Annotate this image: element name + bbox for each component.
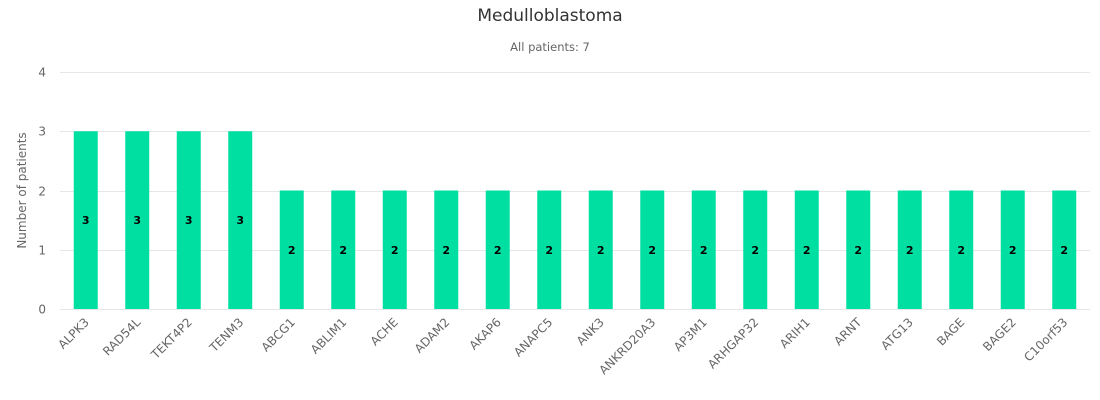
x-tick-label: BAGE [934,315,967,348]
x-tick-label: TENM3 [206,315,246,355]
data-label: 2 [545,244,553,257]
y-tick-label: 1 [38,244,46,258]
bar[interactable] [73,131,98,309]
data-label: 2 [803,244,811,257]
data-label: 2 [339,244,347,257]
y-tick-label: 3 [38,125,46,139]
data-label: 3 [133,214,141,227]
data-label: 2 [288,244,296,257]
x-tick-label: ABLIM1 [308,315,349,356]
data-label: 2 [597,244,605,257]
x-tick-label: RAD54L [100,315,144,359]
bar[interactable] [897,190,922,310]
y-tick-label: 4 [38,66,46,80]
chart-title: Medulloblastoma [477,6,623,26]
data-label: 2 [391,244,399,257]
bar[interactable] [228,131,253,309]
x-tick-label: TEKT4P2 [148,315,195,362]
bar[interactable] [382,190,407,310]
x-tick-label: ADAM2 [412,315,453,356]
bar[interactable] [588,190,613,310]
y-axis-title: Number of patients [15,132,29,248]
bar[interactable] [485,190,510,310]
bar[interactable] [846,190,871,310]
x-tick-label: ANAPC5 [511,315,555,359]
bar[interactable] [331,190,356,310]
data-label: 2 [442,244,450,257]
x-tick-label: C10orf53 [1021,315,1070,364]
bar[interactable] [537,190,562,310]
bar[interactable] [1000,190,1025,310]
data-label: 3 [236,214,244,227]
bar[interactable] [279,190,304,310]
bar[interactable] [743,190,768,310]
data-label: 2 [854,244,862,257]
x-tick-label: ATG13 [878,315,916,353]
bar[interactable] [1052,190,1077,310]
data-label: 2 [906,244,914,257]
bar[interactable] [640,190,665,310]
y-tick-label: 2 [38,185,46,199]
bar[interactable] [125,131,150,309]
data-label: 3 [185,214,193,227]
bar[interactable] [794,190,819,310]
data-label: 2 [494,244,502,257]
x-tick-label: ALPK3 [55,315,92,352]
x-tick-label: ACHE [368,315,401,348]
bar[interactable] [176,131,201,309]
data-label: 2 [1060,244,1068,257]
y-tick-label: 0 [38,303,46,317]
x-tick-label: ARIH1 [777,315,813,351]
bar[interactable] [691,190,716,310]
x-tick-label: ABCG1 [259,315,298,354]
x-tick-label: ARNT [831,315,865,349]
data-label: 2 [1009,244,1017,257]
data-label: 2 [648,244,656,257]
bar[interactable] [434,190,459,310]
x-tick-label: AP3M1 [671,315,710,354]
bar[interactable] [949,190,974,310]
x-tick-label: ARHGAP32 [705,315,761,371]
x-tick-label: AKAP6 [466,315,503,352]
data-label: 2 [957,244,965,257]
x-tick-label: BAGE2 [980,315,1019,354]
data-label: 2 [700,244,708,257]
x-tick-label: ANK3 [574,315,607,348]
data-label: 3 [82,214,90,227]
data-label: 2 [751,244,759,257]
chart-subtitle: All patients: 7 [510,40,590,54]
